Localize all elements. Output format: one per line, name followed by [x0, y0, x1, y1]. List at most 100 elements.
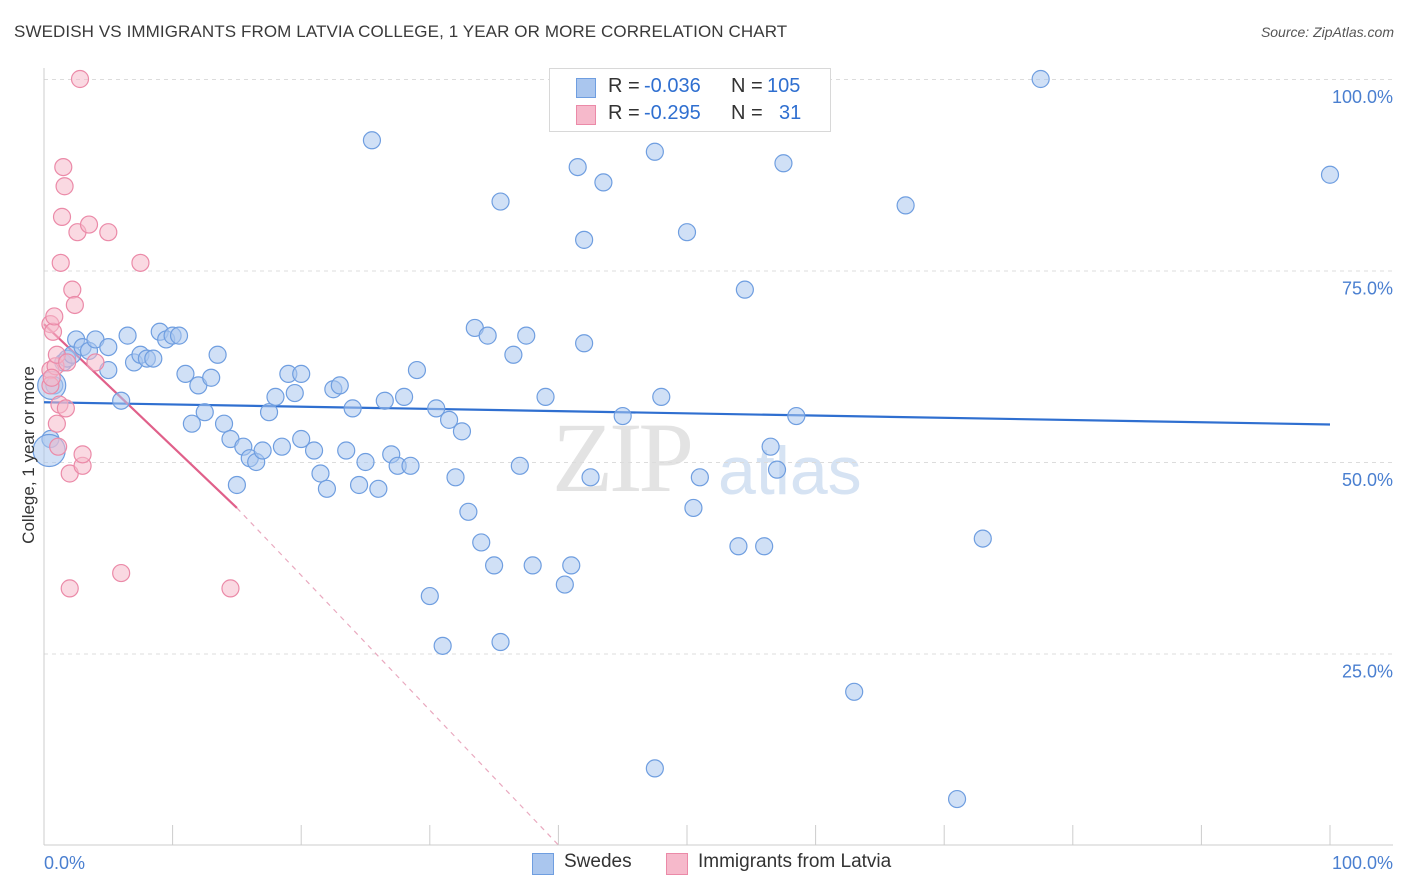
legend-swatch-latvia [576, 105, 596, 125]
point-latvia [99, 223, 118, 242]
bottom-swatch-swedes [532, 853, 554, 875]
point-swedes [285, 383, 304, 403]
point-latvia [55, 177, 74, 196]
point-swedes [176, 364, 195, 384]
point-swedes [517, 326, 536, 345]
point-latvia [79, 215, 99, 234]
point-swedes [330, 376, 349, 395]
point-swedes [755, 537, 774, 556]
point-latvia [56, 399, 75, 418]
point-swedes [349, 475, 369, 495]
point-swedes [459, 502, 478, 521]
point-latvia [58, 353, 77, 372]
point-latvia [60, 579, 79, 598]
point-swedes [973, 529, 992, 548]
legend-r-value: -0.036 [644, 75, 701, 97]
point-swedes [613, 406, 632, 426]
point-swedes [317, 479, 337, 498]
point-swedes [420, 586, 439, 606]
point-swedes [356, 452, 375, 472]
point-swedes [485, 556, 504, 575]
point-latvia [63, 280, 82, 299]
point-swedes [594, 173, 613, 192]
point-swedes [311, 464, 330, 483]
legend-r-value: -0.295 [644, 102, 701, 124]
points-swedes [32, 69, 1340, 809]
point-swedes [581, 468, 600, 487]
point-swedes [1320, 165, 1340, 184]
source-credit: Source: ZipAtlas.com [1260, 24, 1394, 40]
legend-n-value: 105 [767, 75, 801, 97]
point-swedes [472, 533, 491, 552]
point-swedes [208, 345, 227, 364]
point-swedes [645, 759, 664, 778]
point-swedes [214, 414, 234, 433]
point-swedes [259, 403, 279, 422]
point-latvia [45, 307, 64, 326]
y-axis-label: College, 1 year or more [19, 366, 38, 544]
point-swedes [195, 403, 214, 422]
point-swedes [427, 399, 446, 418]
point-swedes [491, 192, 510, 211]
point-swedes [845, 682, 864, 701]
legend-row-swedes: R = -0.036 N = 105 [550, 74, 830, 100]
point-swedes [735, 280, 754, 299]
chart-title: SWEDISH VS IMMIGRANTS FROM LATVIA COLLEG… [14, 22, 788, 41]
tick-labels: 25.0% 50.0% 75.0% 100.0% 0.0% 100.0% [44, 87, 1393, 873]
point-swedes [144, 349, 163, 368]
legend-n-label: N = [731, 102, 763, 124]
point-swedes [645, 142, 664, 161]
y-tick-label: 25.0% [1342, 662, 1393, 682]
trend-line-swedes [43, 401, 1331, 426]
point-swedes [343, 399, 362, 418]
point-swedes [169, 326, 189, 345]
point-latvia [221, 579, 240, 598]
legend-row-latvia: R = -0.295 N = 31 [550, 101, 830, 127]
point-swedes [555, 575, 574, 594]
point-swedes [787, 406, 806, 426]
point-latvia [65, 295, 84, 315]
point-swedes [452, 422, 472, 441]
point-swedes [202, 368, 221, 387]
point-swedes [292, 364, 311, 384]
point-swedes [446, 468, 465, 487]
watermark-atlas: atlas [718, 433, 862, 509]
point-swedes [677, 223, 697, 242]
point-swedes [491, 632, 510, 652]
point-swedes [401, 456, 420, 475]
point-swedes [304, 441, 324, 460]
point-latvia [73, 445, 92, 464]
legend-swatch-swedes [576, 78, 596, 98]
point-latvia [131, 253, 150, 272]
bottom-label-swedes: Swedes [564, 851, 632, 872]
point-swedes [369, 479, 388, 498]
bottom-swatch-latvia [666, 853, 688, 875]
trend-line-swedes-solid [43, 401, 1331, 426]
point-swedes [504, 345, 523, 364]
point-latvia [54, 157, 73, 177]
point-swedes [292, 429, 311, 449]
point-latvia [49, 437, 68, 456]
legend: R = -0.036 N = 105 R = -0.295 N = 31 [549, 68, 831, 132]
point-latvia [42, 368, 61, 387]
point-swedes [439, 410, 459, 429]
point-swedes [767, 460, 787, 479]
point-latvia [86, 353, 105, 372]
point-latvia [51, 253, 70, 272]
point-swedes [337, 441, 356, 460]
y-tick-label: 100.0% [1332, 87, 1393, 107]
legend-n-value: 31 [779, 102, 802, 124]
x-tick-label: 0.0% [44, 853, 85, 873]
point-swedes [272, 437, 292, 456]
point-swedes [575, 230, 594, 249]
trend-line-latvia-dashed [236, 507, 559, 846]
point-swedes [182, 414, 201, 433]
point-swedes [761, 437, 780, 456]
point-swedes [433, 636, 452, 655]
point-swedes [896, 196, 915, 215]
point-swedes [652, 387, 671, 406]
point-swedes [1031, 69, 1050, 89]
point-swedes [947, 789, 967, 809]
bottom-label-latvia: Immigrants from Latvia [698, 851, 892, 872]
